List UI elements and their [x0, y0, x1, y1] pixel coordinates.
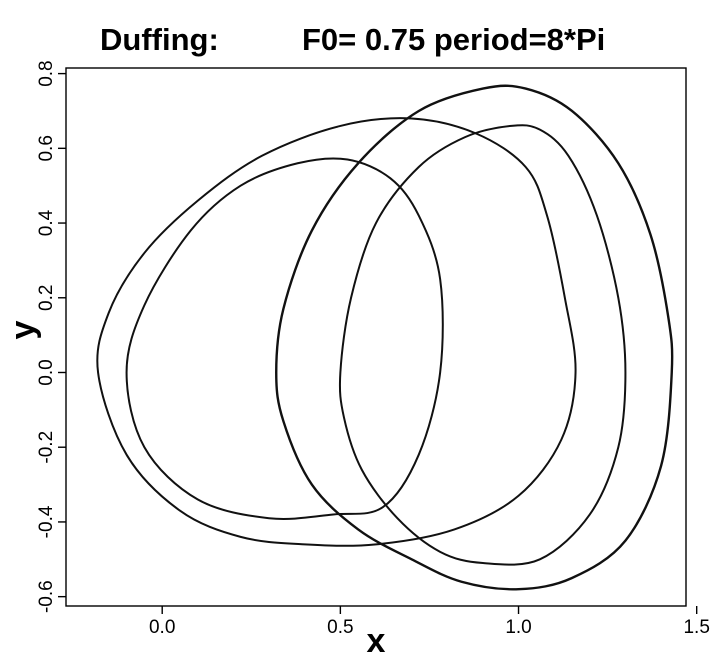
plot-frame [65, 67, 687, 607]
chart-title-left: Duffing: [100, 22, 219, 57]
y-tick-label: -0.6 [36, 580, 57, 613]
x-tick-label: 1.0 [505, 617, 531, 638]
orbit-curves [96, 84, 674, 591]
orbit-curve-1 [96, 117, 577, 547]
x-tick-label: 0.0 [149, 617, 175, 638]
orbit-curve-2 [125, 157, 444, 520]
orbit-curve-3 [275, 84, 674, 591]
y-tick-label: 0.6 [36, 135, 57, 161]
x-tick-label: 0.5 [327, 617, 353, 638]
x-tick-label: 1.5 [683, 617, 709, 638]
y-axis-label: y [4, 320, 42, 339]
y-tick-label: 0.2 [36, 285, 57, 311]
x-axis-label: x [367, 622, 386, 660]
orbit-curve-4 [338, 124, 627, 566]
chart-title-right: F0= 0.75 period=8*Pi [302, 22, 605, 57]
x-axis: 0.0 0.5 1.0 1.5 [149, 606, 710, 638]
y-tick-label: -0.4 [36, 505, 57, 538]
y-tick-label: -0.2 [36, 431, 57, 464]
y-tick-label: 0.4 [36, 209, 57, 236]
y-tick-label: 0.0 [36, 359, 57, 385]
y-axis: -0.6 -0.4 -0.2 0.0 0.2 0.4 0.6 0.8 [36, 60, 66, 613]
y-tick-label: 0.8 [36, 60, 57, 86]
